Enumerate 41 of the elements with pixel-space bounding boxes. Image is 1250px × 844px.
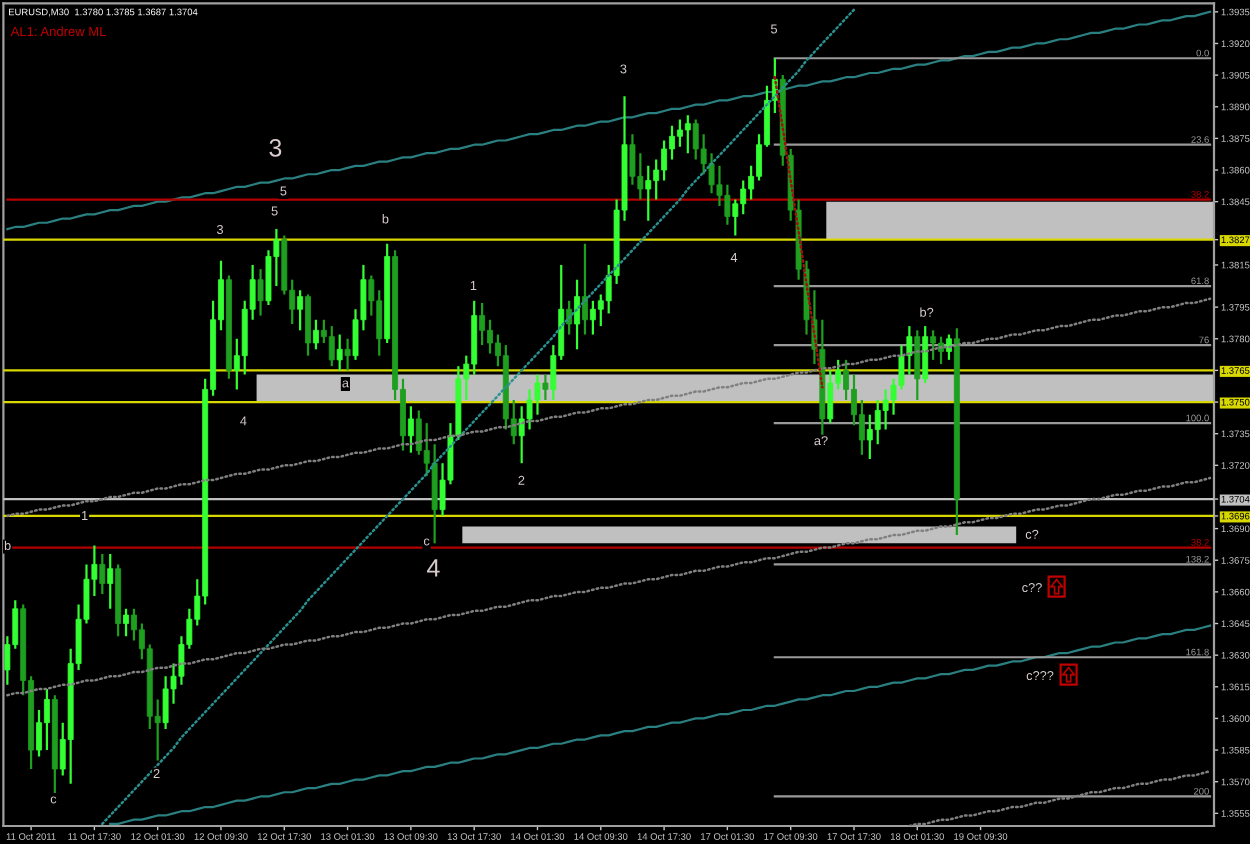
candlestick <box>542 373 549 402</box>
line-series <box>6 476 1212 697</box>
candlestick <box>582 242 588 336</box>
candlestick <box>866 413 873 461</box>
candlestick <box>938 335 944 366</box>
line-series <box>109 624 1212 825</box>
candlestick <box>336 333 343 372</box>
candlestick <box>661 139 668 182</box>
candlestick <box>740 179 747 216</box>
candlestick <box>945 333 952 361</box>
candlestick <box>407 405 414 454</box>
candlestick <box>827 369 834 425</box>
line-series <box>6 297 1212 518</box>
candlestick <box>107 552 114 610</box>
candlestick <box>676 118 683 148</box>
candlestick <box>574 278 580 351</box>
candlestick <box>922 325 929 385</box>
candlestick <box>874 398 881 446</box>
annotation: 3 <box>269 139 282 157</box>
candlestick <box>257 268 264 317</box>
candlestick <box>589 299 596 336</box>
line-series <box>6 10 1212 231</box>
candlestick <box>930 329 937 361</box>
candlestick <box>305 293 311 357</box>
candlestick <box>645 164 652 222</box>
candlestick <box>415 409 422 456</box>
candlestick <box>99 552 106 596</box>
line-series <box>908 769 1212 826</box>
candlestick <box>297 289 304 332</box>
candlestick <box>312 318 319 351</box>
candlestick <box>684 114 691 155</box>
candlestick <box>692 118 699 161</box>
candlestick <box>479 301 486 347</box>
candlestick <box>328 325 335 368</box>
annotation: 4 <box>427 559 440 577</box>
candlestick <box>487 318 493 355</box>
candlestick <box>131 607 137 642</box>
candlestick <box>43 687 50 752</box>
candlestick <box>123 607 129 638</box>
candlestick <box>914 329 921 402</box>
candlestick <box>344 337 351 372</box>
